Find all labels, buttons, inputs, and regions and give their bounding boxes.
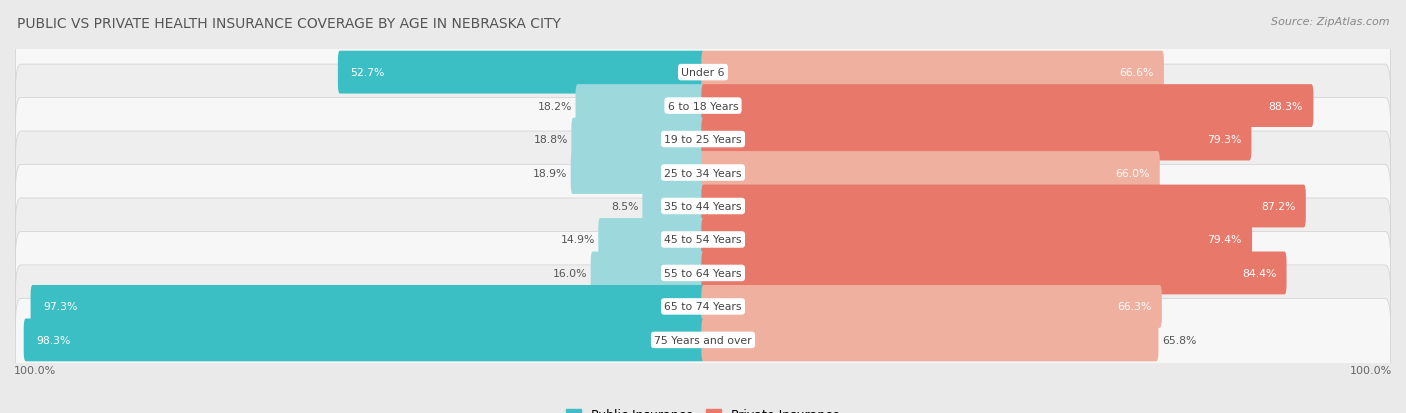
FancyBboxPatch shape <box>337 52 704 94</box>
FancyBboxPatch shape <box>643 185 704 228</box>
Text: 16.0%: 16.0% <box>553 268 588 278</box>
Text: 55 to 64 Years: 55 to 64 Years <box>664 268 742 278</box>
Text: 19 to 25 Years: 19 to 25 Years <box>664 135 742 145</box>
Text: 87.2%: 87.2% <box>1261 202 1295 211</box>
FancyBboxPatch shape <box>575 85 704 128</box>
FancyBboxPatch shape <box>702 185 1306 228</box>
Text: 98.3%: 98.3% <box>37 335 70 345</box>
Text: 66.3%: 66.3% <box>1118 301 1152 312</box>
Text: 100.0%: 100.0% <box>1350 365 1392 375</box>
Text: Source: ZipAtlas.com: Source: ZipAtlas.com <box>1271 17 1389 26</box>
Text: Under 6: Under 6 <box>682 68 724 78</box>
Text: 25 to 34 Years: 25 to 34 Years <box>664 168 742 178</box>
Text: 97.3%: 97.3% <box>44 301 77 312</box>
Text: 8.5%: 8.5% <box>612 202 638 211</box>
FancyBboxPatch shape <box>15 265 1391 348</box>
FancyBboxPatch shape <box>591 252 704 294</box>
Legend: Public Insurance, Private Insurance: Public Insurance, Private Insurance <box>561 404 845 413</box>
FancyBboxPatch shape <box>15 232 1391 315</box>
FancyBboxPatch shape <box>15 65 1391 148</box>
FancyBboxPatch shape <box>571 119 704 161</box>
Text: 84.4%: 84.4% <box>1241 268 1277 278</box>
FancyBboxPatch shape <box>702 52 1164 94</box>
Text: 14.9%: 14.9% <box>561 235 595 245</box>
Text: 35 to 44 Years: 35 to 44 Years <box>664 202 742 211</box>
FancyBboxPatch shape <box>15 31 1391 114</box>
Text: 79.4%: 79.4% <box>1208 235 1241 245</box>
FancyBboxPatch shape <box>702 285 1161 328</box>
FancyBboxPatch shape <box>15 199 1391 281</box>
FancyBboxPatch shape <box>571 152 704 195</box>
Text: 18.2%: 18.2% <box>537 101 572 112</box>
Text: 79.3%: 79.3% <box>1206 135 1241 145</box>
Text: 66.0%: 66.0% <box>1115 168 1150 178</box>
FancyBboxPatch shape <box>15 132 1391 214</box>
Text: 65.8%: 65.8% <box>1161 335 1197 345</box>
FancyBboxPatch shape <box>31 285 704 328</box>
FancyBboxPatch shape <box>702 218 1253 261</box>
Text: 65 to 74 Years: 65 to 74 Years <box>664 301 742 312</box>
FancyBboxPatch shape <box>24 319 704 361</box>
FancyBboxPatch shape <box>702 319 1159 361</box>
Text: 66.6%: 66.6% <box>1119 68 1153 78</box>
FancyBboxPatch shape <box>702 119 1251 161</box>
FancyBboxPatch shape <box>15 299 1391 382</box>
Text: 88.3%: 88.3% <box>1268 101 1303 112</box>
Text: 18.9%: 18.9% <box>533 168 567 178</box>
Text: 75 Years and over: 75 Years and over <box>654 335 752 345</box>
FancyBboxPatch shape <box>702 85 1313 128</box>
Text: 45 to 54 Years: 45 to 54 Years <box>664 235 742 245</box>
FancyBboxPatch shape <box>702 252 1286 294</box>
Text: 6 to 18 Years: 6 to 18 Years <box>668 101 738 112</box>
FancyBboxPatch shape <box>15 98 1391 181</box>
FancyBboxPatch shape <box>599 218 704 261</box>
Text: 18.8%: 18.8% <box>534 135 568 145</box>
Text: 100.0%: 100.0% <box>14 365 56 375</box>
Text: 52.7%: 52.7% <box>350 68 385 78</box>
Text: PUBLIC VS PRIVATE HEALTH INSURANCE COVERAGE BY AGE IN NEBRASKA CITY: PUBLIC VS PRIVATE HEALTH INSURANCE COVER… <box>17 17 561 31</box>
FancyBboxPatch shape <box>702 152 1160 195</box>
FancyBboxPatch shape <box>15 165 1391 248</box>
